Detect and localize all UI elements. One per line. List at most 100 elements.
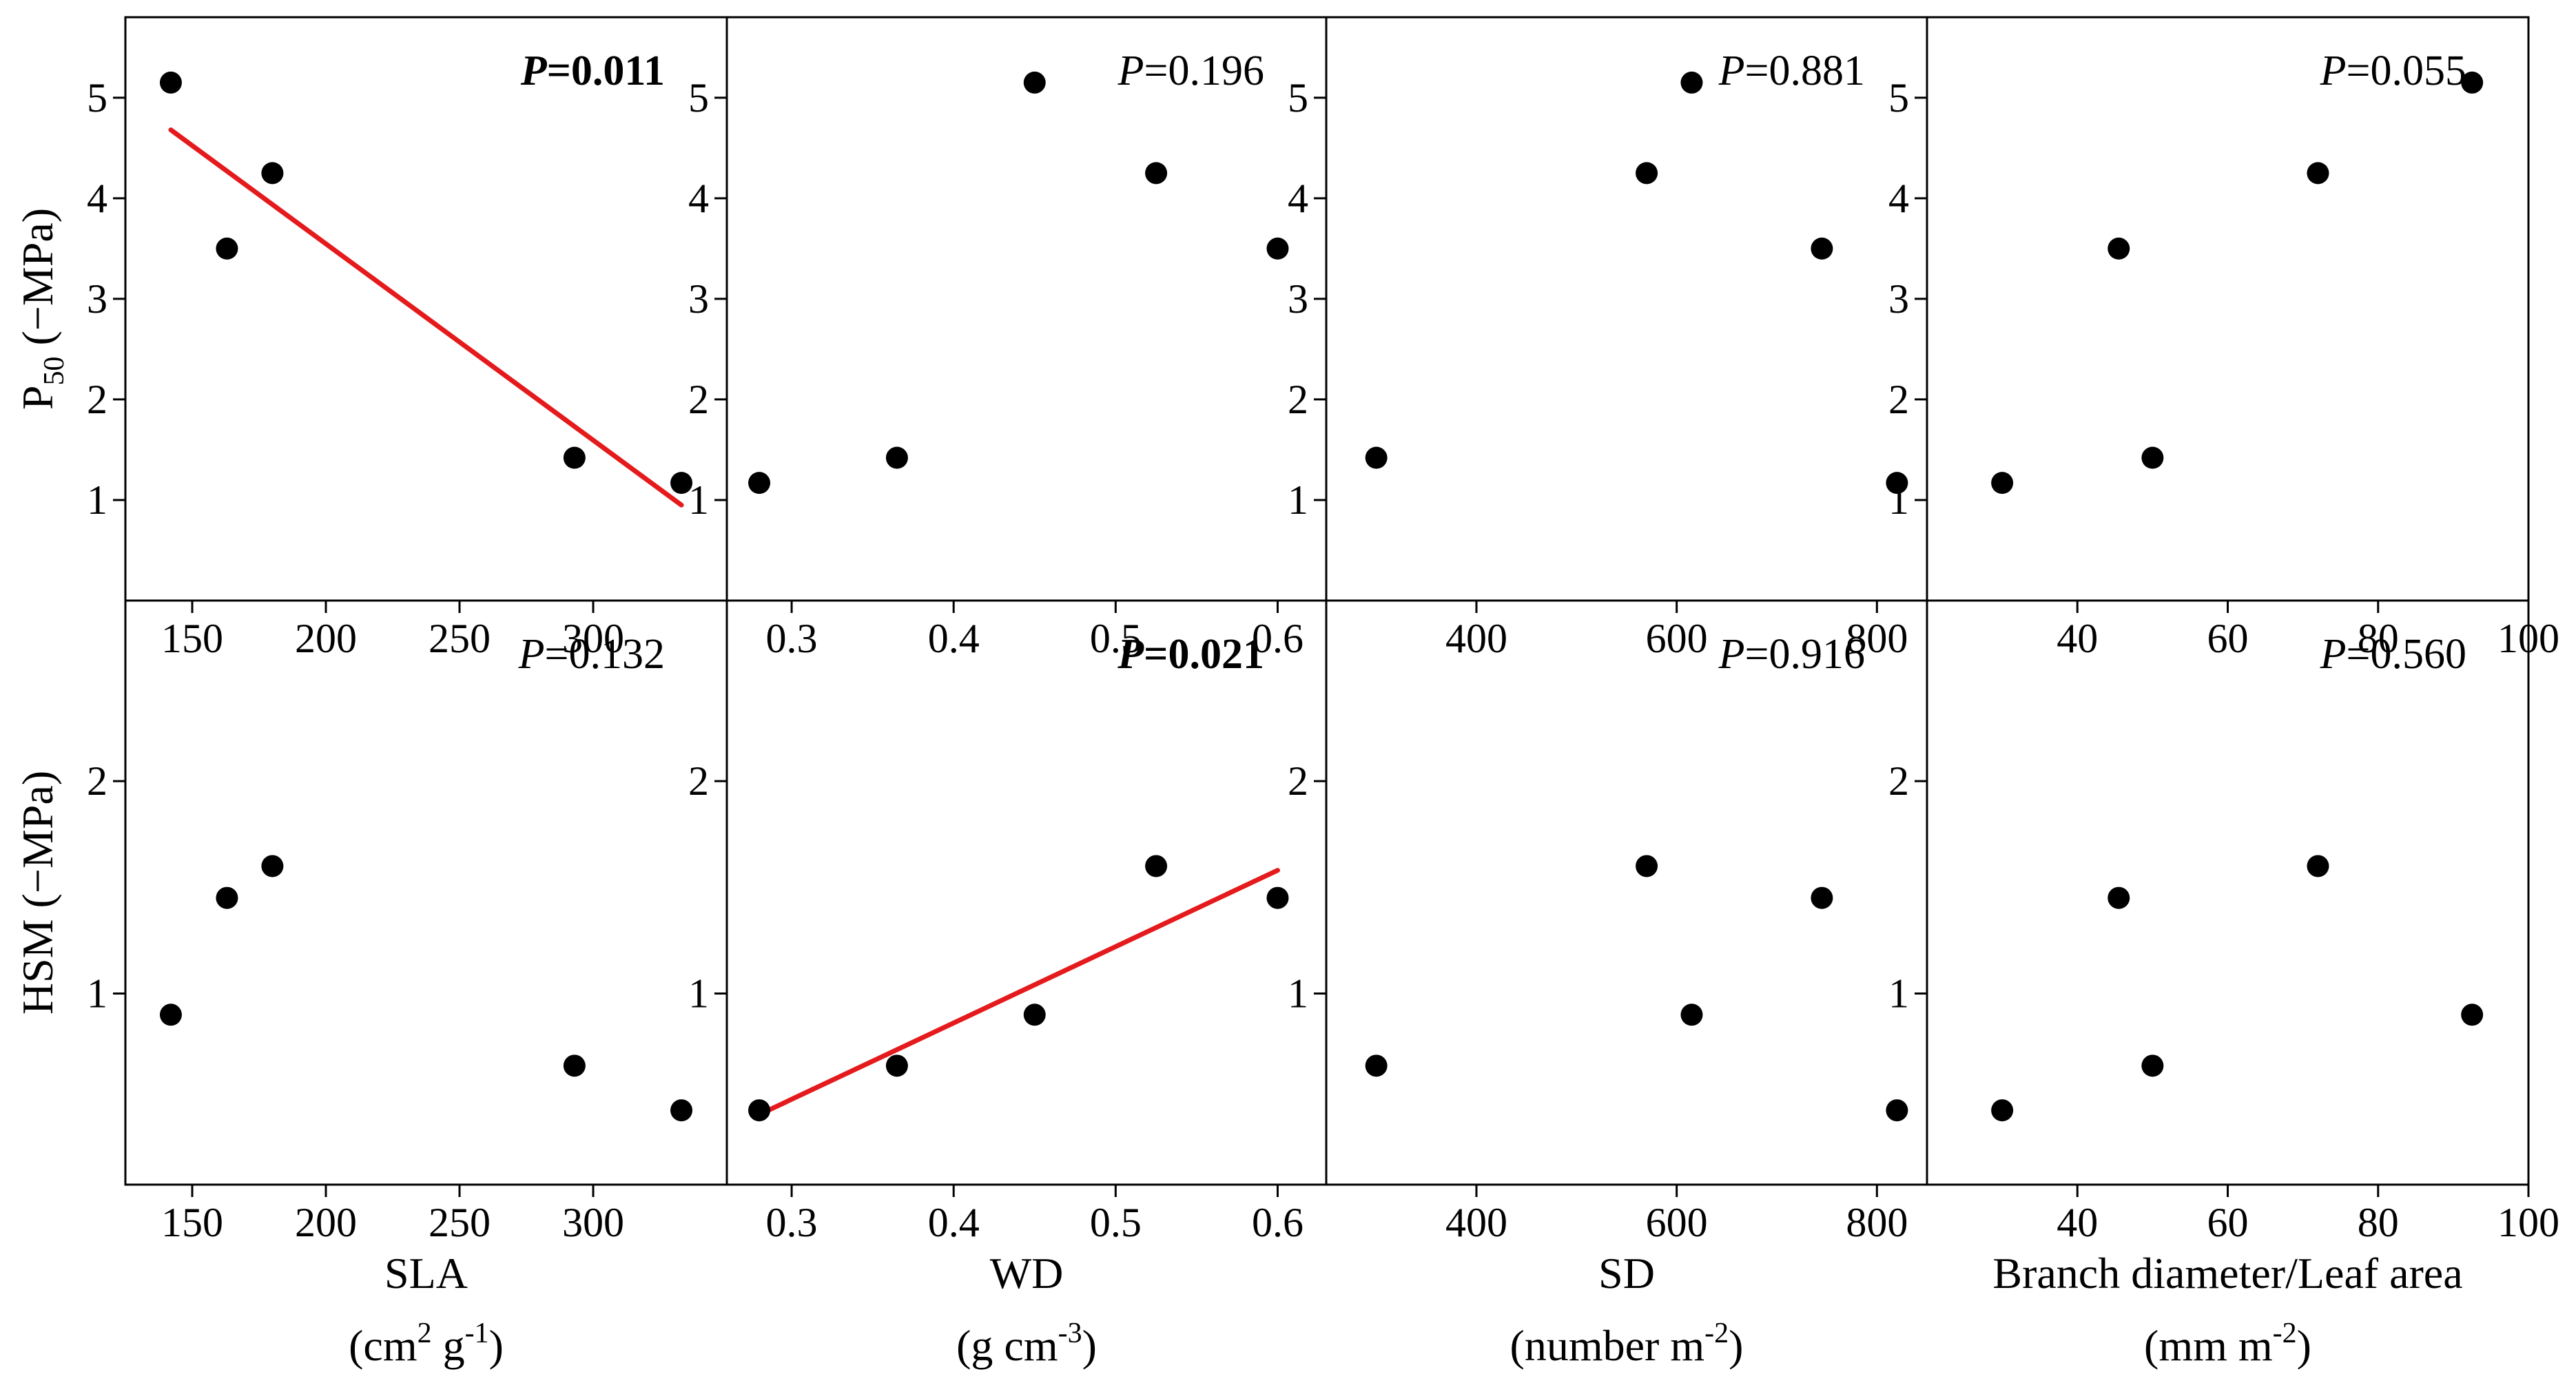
data-point [1266, 237, 1289, 260]
p-symbol: P [1718, 48, 1745, 94]
data-point [1365, 446, 1388, 469]
data-point [563, 446, 586, 469]
y-tick-label: 1 [87, 970, 107, 1016]
data-point [2307, 162, 2329, 185]
x-tick-label: 400 [1445, 1200, 1507, 1245]
data-point [159, 71, 182, 94]
data-point [261, 162, 284, 185]
y-tick-label: 5 [87, 75, 107, 121]
x-tick-label: 200 [295, 616, 357, 661]
data-point [1023, 71, 1046, 94]
data-point [2108, 886, 2130, 909]
p-value-label: P=0.916 [1718, 631, 1865, 678]
x-tick-label: 0.6 [1252, 1200, 1304, 1245]
data-point [670, 472, 693, 495]
y-axis-label: HSM (−MPa) [13, 771, 62, 1015]
data-point [2141, 1054, 2164, 1077]
y-tick-label: 2 [1288, 758, 1308, 804]
x-tick-label: 300 [562, 616, 624, 661]
panel-p50-vs-sla: 1 2 3 4 5 150 200 250 300 P=0.011 P50 (−MPa) [13, 16, 728, 661]
data-point [1636, 162, 1658, 185]
data-point [1636, 855, 1658, 877]
x-tick-label: 600 [1646, 1200, 1708, 1245]
p-value-label: P=0.560 [2320, 631, 2466, 678]
x-tick-label: 600 [1646, 616, 1708, 661]
x-tick-label: 100 [2497, 1200, 2559, 1245]
y-tick-label: 1 [1888, 970, 1909, 1016]
p-symbol: P [1718, 631, 1745, 678]
y-tick-label: 2 [87, 758, 107, 804]
p-value-label: P=0.055 [2320, 48, 2466, 94]
data-point [216, 886, 238, 909]
x-tick-label: 200 [295, 1200, 357, 1245]
y-tick-label: 1 [688, 970, 709, 1016]
data-point [2461, 71, 2484, 94]
p-number: =0.881 [1745, 48, 1865, 94]
p-symbol: P [2320, 631, 2347, 678]
data-point [216, 237, 238, 260]
x-tick-label: 800 [1846, 616, 1908, 661]
data-point [748, 472, 771, 495]
x-tick-label: 40 [2057, 1200, 2098, 1245]
y-tick-label: 1 [1288, 477, 1308, 523]
x-tick-label: 60 [2207, 616, 2249, 661]
p-symbol: P [2320, 48, 2347, 94]
y-tick-label: 1 [688, 477, 709, 523]
data-point [1886, 472, 1908, 495]
x-tick-label: 0.4 [928, 1200, 980, 1245]
p-value-label: P=0.011 [520, 48, 665, 94]
data-point [748, 1099, 771, 1122]
regression-line [168, 127, 684, 508]
y-tick-label: 4 [688, 176, 709, 221]
x-tick-label: 300 [562, 1200, 624, 1245]
x-tick-label: 80 [2358, 616, 2399, 661]
panel-frame [725, 599, 1328, 1186]
x-axis-unit: (cm2 g-1) [349, 1318, 504, 1370]
data-point [2141, 446, 2164, 469]
panel-frame [1926, 16, 2530, 602]
y-tick-label: 2 [1888, 377, 1909, 422]
panel-frame [1325, 599, 1928, 1186]
p-number: =0.132 [545, 631, 665, 678]
x-axis-label: SLA [384, 1249, 468, 1298]
data-point [1680, 71, 1703, 94]
x-tick-label: 400 [1445, 616, 1507, 661]
y-tick-label: 3 [1888, 276, 1909, 322]
data-point [1886, 1099, 1908, 1122]
data-point [2461, 1004, 2484, 1026]
p-number: =0.011 [547, 48, 665, 94]
data-point [159, 1004, 182, 1026]
x-tick-label: 0.4 [928, 616, 980, 661]
x-tick-label: 0.6 [1252, 616, 1304, 661]
y-tick-label: 2 [1888, 758, 1909, 804]
y-tick-label: 5 [688, 75, 709, 121]
y-tick-label: 2 [688, 758, 709, 804]
data-point [261, 855, 284, 877]
panel-frame [124, 599, 728, 1186]
data-point [885, 1054, 908, 1077]
y-tick-label: 3 [87, 276, 107, 322]
data-point [1991, 472, 2014, 495]
p-symbol: P [518, 631, 545, 678]
data-point [2108, 237, 2130, 260]
y-tick-label: 2 [688, 377, 709, 422]
x-axis-unit: (g cm-3) [956, 1318, 1097, 1370]
x-axis-label: Branch diameter/Leaf area [1992, 1249, 2462, 1298]
y-tick-label: 1 [87, 477, 107, 523]
x-tick-label: 800 [1846, 1200, 1908, 1245]
p-value-label: P=0.132 [518, 631, 665, 678]
y-tick-label: 3 [688, 276, 709, 322]
x-tick-label: 0.3 [766, 1200, 818, 1245]
x-tick-label: 60 [2207, 1200, 2249, 1245]
p-value-label: P=0.021 [1117, 631, 1264, 678]
panel-p50-vs-wd: 1 2 3 4 5 0.3 0.4 0.5 0.6 P=0.196 [688, 16, 1328, 661]
data-point [1680, 1004, 1703, 1026]
data-point [1811, 886, 1833, 909]
x-axis-unit: (number m-2) [1510, 1318, 1744, 1370]
x-tick-label: 0.5 [1090, 616, 1142, 661]
data-point [1365, 1054, 1388, 1077]
